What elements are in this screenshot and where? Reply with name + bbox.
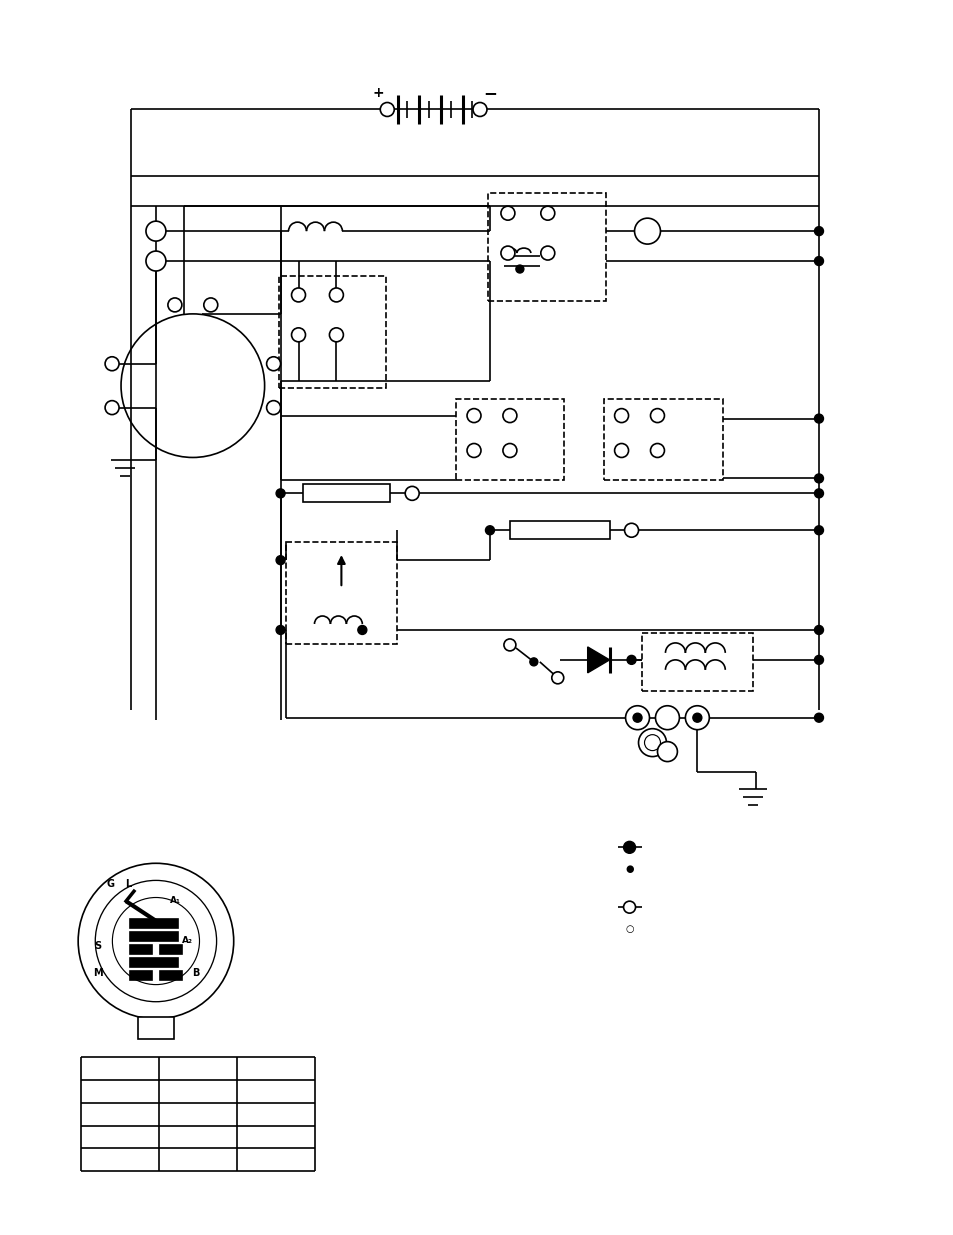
- Circle shape: [467, 443, 480, 457]
- Bar: [603, 399, 722, 480]
- Text: B: B: [192, 968, 199, 978]
- Circle shape: [684, 705, 709, 730]
- Bar: [278, 275, 386, 388]
- Circle shape: [204, 298, 217, 312]
- Bar: [302, 484, 390, 503]
- Bar: [130, 945, 152, 953]
- Text: S: S: [94, 941, 102, 951]
- Circle shape: [692, 714, 701, 722]
- Circle shape: [467, 409, 480, 422]
- Circle shape: [614, 409, 628, 422]
- Text: ●: ●: [624, 864, 633, 874]
- Circle shape: [814, 414, 822, 424]
- Circle shape: [275, 489, 285, 498]
- Bar: [456, 399, 563, 480]
- Circle shape: [275, 556, 285, 564]
- Circle shape: [540, 206, 555, 220]
- Circle shape: [650, 409, 663, 422]
- Circle shape: [500, 246, 515, 261]
- Circle shape: [644, 735, 659, 751]
- Circle shape: [502, 443, 517, 457]
- Circle shape: [275, 625, 285, 635]
- Text: −: −: [482, 84, 497, 101]
- Circle shape: [503, 638, 516, 651]
- Text: +: +: [372, 85, 384, 100]
- Circle shape: [500, 206, 515, 220]
- Circle shape: [78, 863, 233, 1019]
- Circle shape: [380, 103, 394, 116]
- Bar: [487, 193, 605, 301]
- Circle shape: [292, 327, 305, 342]
- Circle shape: [624, 524, 638, 537]
- Text: A₁: A₁: [171, 897, 181, 905]
- Bar: [130, 971, 152, 979]
- Circle shape: [650, 443, 663, 457]
- Circle shape: [329, 327, 343, 342]
- Circle shape: [485, 526, 494, 535]
- Bar: [138, 1016, 173, 1039]
- Circle shape: [633, 714, 641, 722]
- Bar: [285, 542, 396, 643]
- Circle shape: [814, 227, 822, 236]
- Circle shape: [516, 266, 523, 273]
- Circle shape: [329, 288, 343, 301]
- Circle shape: [657, 742, 677, 762]
- Circle shape: [502, 409, 517, 422]
- Bar: [160, 971, 182, 979]
- Bar: [509, 521, 609, 540]
- Circle shape: [814, 474, 822, 483]
- Text: M: M: [93, 968, 103, 978]
- Text: G: G: [106, 879, 114, 889]
- Circle shape: [105, 400, 119, 415]
- Circle shape: [357, 625, 367, 635]
- Circle shape: [638, 729, 666, 757]
- Circle shape: [623, 841, 635, 853]
- Circle shape: [814, 714, 822, 722]
- Circle shape: [614, 443, 628, 457]
- Circle shape: [540, 246, 555, 261]
- Circle shape: [105, 357, 119, 370]
- Circle shape: [625, 705, 649, 730]
- Bar: [130, 932, 177, 941]
- Circle shape: [655, 705, 679, 730]
- Circle shape: [112, 898, 199, 984]
- Circle shape: [814, 625, 822, 635]
- Circle shape: [266, 400, 280, 415]
- Circle shape: [146, 251, 166, 270]
- Circle shape: [95, 881, 216, 1002]
- Circle shape: [405, 487, 418, 500]
- Circle shape: [814, 489, 822, 498]
- Circle shape: [814, 257, 822, 266]
- Circle shape: [634, 219, 659, 245]
- Circle shape: [626, 656, 636, 664]
- Circle shape: [121, 314, 264, 457]
- Bar: [640, 634, 753, 690]
- Circle shape: [292, 288, 305, 301]
- Text: L: L: [125, 879, 131, 889]
- Circle shape: [814, 656, 822, 664]
- Polygon shape: [587, 647, 609, 673]
- Circle shape: [551, 672, 563, 684]
- Bar: [130, 919, 177, 927]
- Text: A₂: A₂: [182, 936, 193, 945]
- Circle shape: [623, 902, 635, 913]
- Bar: [130, 958, 177, 967]
- Circle shape: [168, 298, 182, 312]
- Circle shape: [529, 658, 537, 666]
- Text: ○: ○: [624, 924, 633, 934]
- Circle shape: [266, 357, 280, 370]
- Bar: [160, 945, 182, 953]
- Circle shape: [146, 221, 166, 241]
- Circle shape: [814, 526, 822, 535]
- Circle shape: [473, 103, 486, 116]
